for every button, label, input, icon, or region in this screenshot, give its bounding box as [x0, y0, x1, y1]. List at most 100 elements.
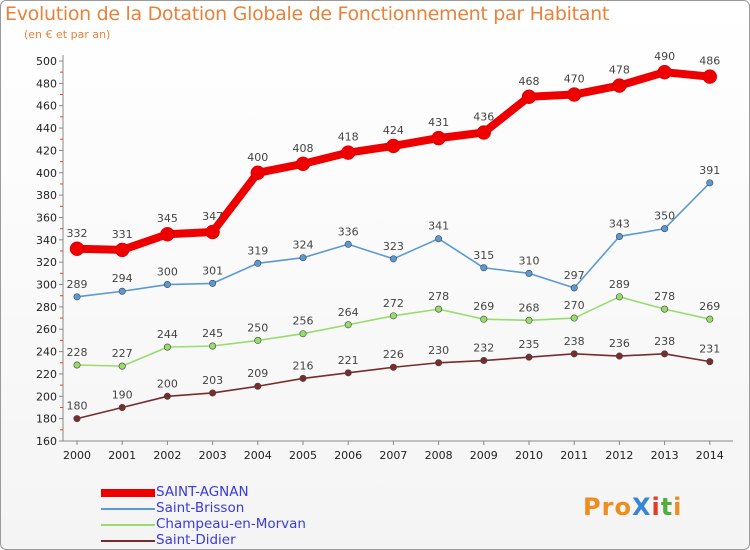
data-point — [209, 342, 217, 350]
data-label: 268 — [519, 301, 540, 314]
data-point — [435, 235, 443, 243]
y-tick-label: 220 — [36, 368, 57, 381]
data-point — [163, 343, 171, 351]
data-label: 336 — [338, 225, 359, 238]
data-label: 323 — [383, 240, 404, 253]
data-point — [73, 415, 81, 423]
x-tick-label: 2010 — [515, 449, 543, 462]
legend-label: SAINT-AGNAN — [156, 484, 249, 500]
data-label: 301 — [202, 264, 223, 277]
data-label: 270 — [564, 299, 585, 312]
data-label: 226 — [383, 348, 404, 361]
data-label: 470 — [564, 73, 585, 86]
y-tick-label: 260 — [36, 323, 57, 336]
data-point — [163, 392, 171, 400]
data-label: 347 — [202, 210, 223, 223]
data-point — [73, 361, 81, 369]
data-point — [570, 350, 578, 358]
data-label: 236 — [609, 337, 630, 350]
chart-title: Evolution de la Dotation Globale de Fonc… — [5, 3, 610, 25]
data-point — [476, 125, 492, 140]
x-tick-label: 2014 — [696, 449, 724, 462]
data-point — [254, 382, 262, 390]
data-point — [386, 138, 401, 154]
logo-letter: o — [614, 493, 632, 521]
x-tick-label: 2009 — [470, 449, 498, 462]
y-tick-label: 300 — [36, 279, 57, 292]
data-label: 264 — [338, 306, 359, 319]
data-label: 315 — [473, 249, 494, 262]
data-point — [209, 279, 217, 287]
series-saint-agnan: 332 331 345 347 400 408 418 424 431 436 468 470 478 4… — [67, 50, 720, 258]
data-label: 278 — [654, 290, 675, 303]
data-point — [299, 330, 307, 338]
data-point — [612, 78, 627, 93]
data-label: 278 — [428, 290, 449, 303]
data-label: 244 — [157, 328, 178, 341]
y-tick-label: 360 — [36, 211, 57, 224]
data-label: 289 — [609, 278, 630, 291]
y-tick-label: 320 — [36, 256, 57, 269]
data-point — [254, 259, 262, 267]
data-point — [702, 69, 718, 84]
legend-swatch — [101, 508, 155, 510]
data-label: 230 — [428, 344, 449, 357]
data-point — [657, 64, 672, 80]
logo-letter: r — [601, 493, 615, 521]
legend-swatch — [101, 524, 155, 526]
data-label: 324 — [293, 239, 314, 252]
y-tick-label: 160 — [36, 435, 57, 448]
data-label: 468 — [519, 75, 540, 88]
data-label: 235 — [519, 338, 540, 351]
series-saint-didier: 180 190 200 203 209 216 221 226 230 232 235 238 236 2… — [67, 335, 720, 423]
data-point — [250, 165, 266, 181]
data-point — [209, 389, 217, 397]
data-point — [344, 240, 352, 248]
x-tick-label: 2005 — [289, 449, 317, 462]
data-point — [118, 287, 126, 295]
data-point — [570, 284, 578, 292]
data-label: 332 — [67, 227, 88, 240]
data-label: 289 — [67, 278, 88, 291]
data-point — [73, 293, 81, 301]
data-label: 269 — [473, 300, 494, 313]
x-tick-label: 2006 — [334, 449, 362, 462]
data-label: 310 — [519, 254, 540, 267]
x-tick-label: 2007 — [379, 449, 407, 462]
data-point — [435, 359, 443, 367]
data-label: 221 — [338, 354, 359, 367]
y-tick-label: 200 — [36, 390, 57, 403]
data-label: 200 — [157, 377, 178, 390]
logo-letter: P — [583, 493, 602, 521]
data-point — [163, 281, 171, 289]
data-point — [340, 145, 356, 160]
data-label: 190 — [112, 388, 133, 401]
data-label: 331 — [112, 228, 133, 241]
data-label: 231 — [699, 343, 720, 356]
y-tick-label: 400 — [36, 167, 57, 180]
data-label: 203 — [202, 374, 223, 387]
data-label: 216 — [293, 359, 314, 372]
x-tick-label: 2002 — [153, 449, 181, 462]
data-point — [254, 336, 262, 344]
data-label: 319 — [247, 244, 268, 257]
data-point — [706, 358, 714, 366]
data-label: 478 — [609, 64, 630, 77]
y-tick-label: 440 — [36, 122, 57, 135]
data-point — [525, 269, 533, 277]
data-point — [525, 316, 533, 324]
y-tick-label: 340 — [36, 234, 57, 247]
data-label: 391 — [699, 164, 720, 177]
data-point — [431, 130, 446, 146]
legend-label: Saint-Didier — [156, 532, 236, 548]
data-label: 341 — [428, 220, 449, 233]
data-point — [706, 315, 714, 323]
data-label: 238 — [564, 335, 585, 348]
data-label: 400 — [247, 151, 268, 164]
data-label: 345 — [157, 212, 178, 225]
data-label: 486 — [699, 55, 720, 68]
logo-letter: i — [673, 493, 683, 521]
data-point — [344, 321, 352, 329]
data-label: 436 — [473, 111, 494, 124]
